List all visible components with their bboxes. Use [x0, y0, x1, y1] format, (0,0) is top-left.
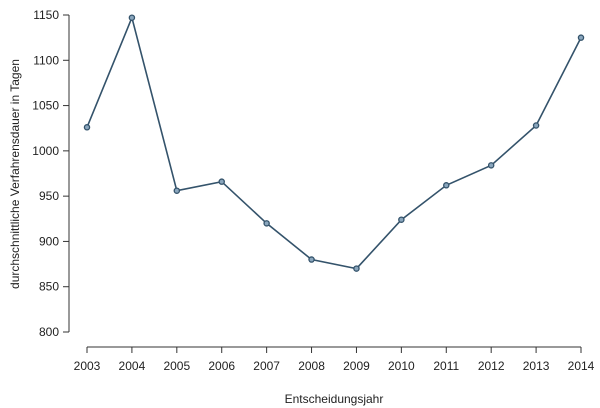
data-point-2006 — [218, 178, 225, 185]
x-tick-label: 2014 — [568, 359, 595, 373]
data-point-2007 — [263, 220, 270, 227]
y-tick-label: 1050 — [32, 99, 59, 113]
data-point-2010 — [398, 216, 405, 223]
data-point-2011 — [443, 182, 450, 189]
series-line — [86, 15, 582, 270]
x-tick-label: 2005 — [163, 359, 190, 373]
x-tick-label: 2006 — [208, 359, 235, 373]
x-axis: 2003 2004 2005 2006 2007 2008 2009 2010 2011 2012… — [74, 346, 595, 373]
x-tick-label: 2003 — [74, 359, 101, 373]
y-tick-label: 850 — [39, 280, 59, 294]
y-tick-label: 950 — [39, 189, 59, 203]
y-tick-label: 800 — [39, 325, 59, 339]
x-tick-label: 2010 — [388, 359, 415, 373]
data-point-2003 — [83, 124, 91, 131]
x-tick-label: 2013 — [523, 359, 550, 373]
x-tick-label: 2012 — [478, 359, 505, 373]
y-tick-label: 1150 — [33, 8, 59, 22]
x-tick-label: 2011 — [433, 359, 459, 373]
x-tick-label: 2007 — [253, 359, 280, 373]
data-point-2005 — [173, 187, 181, 194]
x-tick-label: 2004 — [119, 359, 146, 373]
x-tick-label: 2008 — [298, 359, 325, 373]
x-tick-label: 2009 — [343, 359, 370, 373]
data-point-2012 — [487, 162, 495, 169]
y-tick-label: 1000 — [32, 144, 59, 158]
data-point-2004 — [128, 14, 136, 21]
data-point-2014 — [577, 34, 585, 41]
y-axis: 800 850 900 950 1000 1050 1100 1150 — [32, 8, 70, 339]
data-point-2008 — [308, 256, 315, 263]
data-point-2013 — [532, 122, 540, 129]
y-axis-title: durchschnittliche Verfahrensdauer in Tag… — [8, 59, 22, 289]
data-point-2009 — [353, 265, 360, 272]
y-tick-label: 900 — [39, 234, 59, 248]
y-tick-label: 1100 — [33, 53, 59, 67]
plot-series — [83, 14, 585, 272]
x-axis-title: Entscheidungsjahr — [285, 392, 384, 406]
